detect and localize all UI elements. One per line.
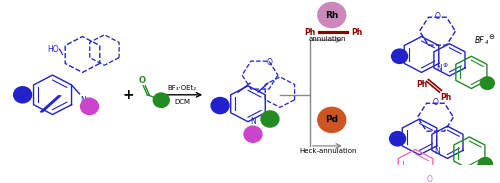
Text: N: N xyxy=(250,117,256,126)
Text: 4: 4 xyxy=(486,40,489,45)
Circle shape xyxy=(154,93,169,107)
Circle shape xyxy=(211,98,229,114)
Text: O: O xyxy=(426,175,432,183)
Text: H: H xyxy=(86,98,90,102)
Text: N: N xyxy=(80,96,86,105)
Text: O: O xyxy=(267,58,273,67)
Circle shape xyxy=(318,3,345,28)
Text: O: O xyxy=(432,98,438,107)
Text: BF₃·OEt₂: BF₃·OEt₂ xyxy=(168,85,197,91)
Text: N: N xyxy=(436,64,442,73)
Text: ⊕: ⊕ xyxy=(443,63,448,68)
Text: BF: BF xyxy=(474,36,484,45)
Circle shape xyxy=(390,132,406,146)
Circle shape xyxy=(261,111,279,127)
Text: Rh: Rh xyxy=(325,11,338,20)
Text: Ph: Ph xyxy=(304,28,316,37)
Circle shape xyxy=(318,107,345,132)
Text: Ph: Ph xyxy=(440,93,451,102)
Circle shape xyxy=(14,87,32,103)
Circle shape xyxy=(480,77,494,89)
Circle shape xyxy=(244,126,262,142)
Text: Heck-annulation: Heck-annulation xyxy=(299,148,356,154)
Text: ⊖: ⊖ xyxy=(488,33,494,40)
Text: O: O xyxy=(434,12,440,21)
Text: Ph: Ph xyxy=(416,81,427,89)
Text: HO: HO xyxy=(47,45,58,54)
Circle shape xyxy=(80,98,98,115)
Text: +: + xyxy=(122,88,134,102)
Circle shape xyxy=(392,49,407,64)
Text: DCM: DCM xyxy=(174,99,190,105)
Text: N: N xyxy=(434,147,440,156)
Text: O: O xyxy=(139,76,146,85)
Text: Ph: Ph xyxy=(352,28,363,37)
Text: Pd: Pd xyxy=(326,115,338,124)
Text: annulation: annulation xyxy=(309,36,346,42)
Circle shape xyxy=(478,158,492,170)
